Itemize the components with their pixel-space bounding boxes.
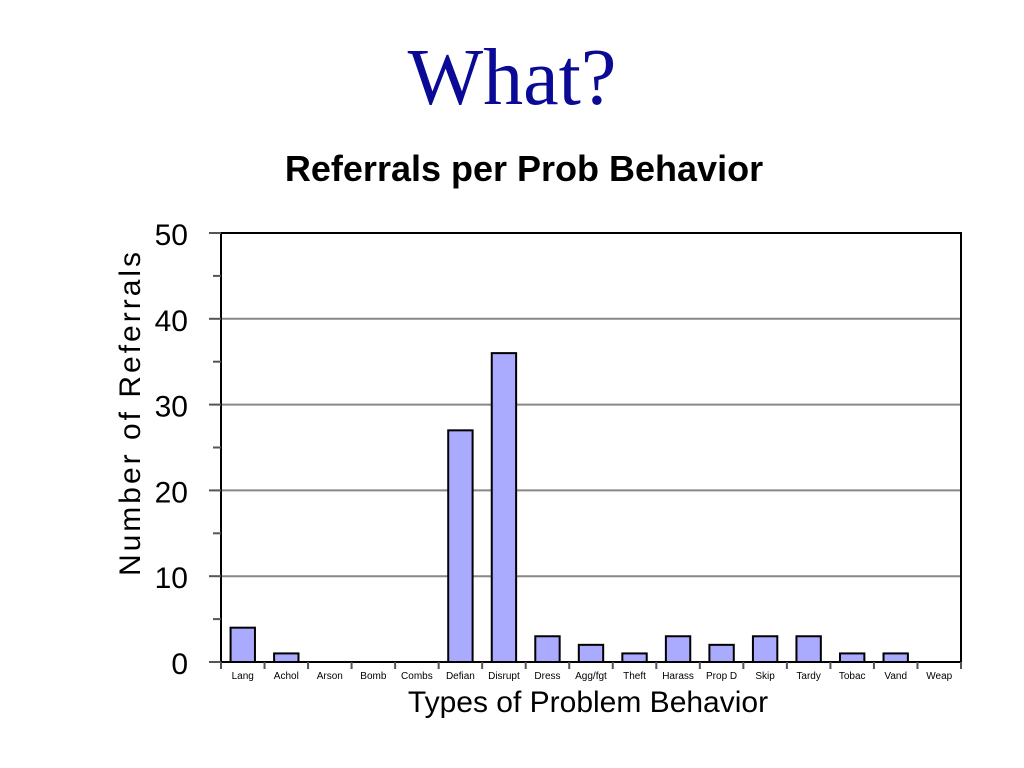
- bar: [708, 643, 735, 664]
- y-tick-label: 30: [155, 391, 188, 424]
- gridlines: [221, 317, 961, 578]
- x-axis-label: Types of Problem Behavior: [408, 686, 768, 719]
- y-tick-labels: 0 10 20 30 40 50: [155, 219, 188, 681]
- x-tick-label: Lang: [232, 671, 254, 682]
- bar: [273, 652, 300, 663]
- bars: [229, 352, 909, 664]
- bar: [577, 643, 605, 664]
- bar: [882, 652, 909, 663]
- y-axis-label: Number of Referrals: [114, 249, 147, 576]
- x-tick-label: Tardy: [796, 671, 820, 682]
- y-tick-label: 0: [171, 648, 188, 681]
- x-tick-label: Skip: [755, 671, 775, 682]
- x-tick-label: Vand: [884, 671, 907, 682]
- bar: [447, 429, 474, 663]
- x-tick-labels: Lang Achol Arson Bomb Combs Defian Disrupt Dres…: [232, 671, 953, 682]
- bar: [795, 635, 822, 664]
- y-tick-label: 20: [155, 476, 188, 509]
- bar: [490, 352, 518, 663]
- x-tick-label: Prop D: [706, 671, 737, 682]
- x-tick-label: Defian: [446, 671, 475, 682]
- x-tick-label: Tobac: [839, 671, 866, 682]
- bar: [751, 635, 779, 664]
- x-tick-label: Arson: [317, 671, 343, 682]
- bar: [621, 652, 648, 663]
- bar: [838, 652, 866, 663]
- axis-ticks: [209, 232, 962, 669]
- bar: [229, 626, 256, 663]
- y-tick-label: 50: [155, 219, 188, 252]
- x-tick-label: Bomb: [360, 671, 387, 682]
- bar: [664, 635, 692, 664]
- y-tick-label: 10: [155, 562, 188, 595]
- x-tick-label: Disrupt: [488, 671, 520, 682]
- x-tick-label: Weap: [926, 671, 952, 682]
- bar: [534, 635, 561, 664]
- x-tick-label: Dress: [534, 671, 560, 682]
- slide-title: What?: [407, 34, 617, 122]
- x-tick-label: Agg/fgt: [575, 671, 607, 682]
- x-tick-label: Harass: [662, 671, 694, 682]
- y-tick-label: 40: [155, 305, 188, 338]
- chart-title: Referrals per Prob Behavior: [285, 148, 763, 189]
- plot-area-frame: [220, 232, 962, 663]
- x-tick-label: Combs: [401, 671, 433, 682]
- x-tick-label: Theft: [623, 671, 646, 682]
- x-tick-label: Achol: [274, 671, 299, 682]
